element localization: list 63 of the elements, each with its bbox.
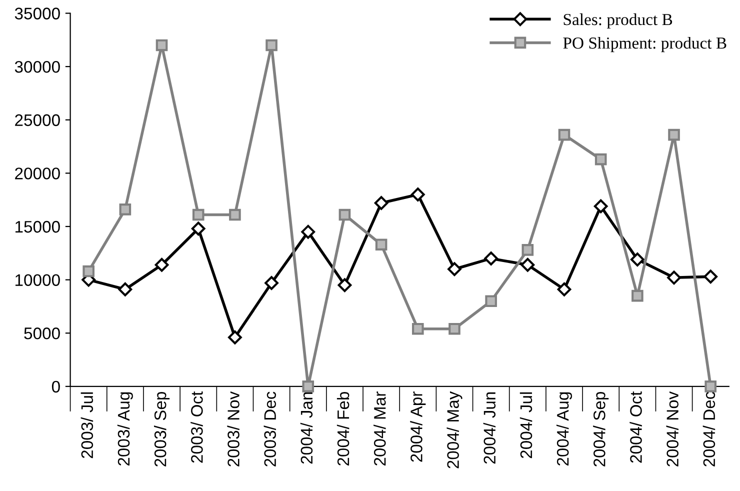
x-tick-label: 2004/ Jun xyxy=(483,392,496,464)
point xyxy=(375,238,388,251)
point xyxy=(557,282,572,296)
point xyxy=(229,208,241,221)
point xyxy=(374,196,388,210)
point xyxy=(119,204,132,216)
point xyxy=(594,153,607,166)
point xyxy=(410,188,425,202)
legend-label: PO Shipment: product B xyxy=(563,36,726,52)
x-tick-label: 2004/ Jul xyxy=(520,392,532,458)
x-tick-label: 2003/ Dec xyxy=(264,392,276,466)
y-tick-label: 35000 xyxy=(14,8,60,20)
point xyxy=(632,290,644,302)
point xyxy=(448,322,460,335)
point xyxy=(228,330,242,344)
point xyxy=(630,252,644,266)
point xyxy=(667,270,681,285)
x-tick-label: 2004/ Apr xyxy=(410,392,426,462)
point xyxy=(192,208,204,221)
point xyxy=(704,380,717,392)
x-tick-label: 2003/ Jul xyxy=(80,392,94,458)
point xyxy=(118,282,132,296)
point xyxy=(338,278,352,292)
point xyxy=(484,252,498,266)
point xyxy=(156,39,168,52)
x-tick-label: 2004/ Mar xyxy=(374,392,386,466)
y-tick-label: 5000 xyxy=(24,328,60,340)
x-tick-label: 2003/ Sep xyxy=(154,392,170,466)
point xyxy=(558,128,570,141)
y-tick-label: 15000 xyxy=(16,220,60,233)
point xyxy=(266,39,278,52)
x-tick-label: 2003/ Nov xyxy=(227,391,240,466)
point xyxy=(302,380,314,392)
y-tick-label: 10000 xyxy=(16,274,60,286)
point xyxy=(485,295,497,308)
point xyxy=(82,265,94,278)
point xyxy=(412,322,424,335)
point xyxy=(520,258,535,272)
y-tick-label: 30000 xyxy=(14,60,60,73)
point xyxy=(704,270,718,284)
point xyxy=(191,222,206,236)
point xyxy=(338,208,351,221)
x-tick-label: 2004/ May xyxy=(446,391,462,468)
x-tick-label: 2003/ Oct xyxy=(190,391,203,463)
x-tick-label: 2004/ Sep xyxy=(593,392,609,466)
point xyxy=(154,258,169,272)
point xyxy=(594,199,608,214)
y-tick-label: 0 xyxy=(52,380,60,393)
x-tick-label: 2004/ Feb xyxy=(336,392,350,466)
x-tick-label: 2004/ Jan xyxy=(300,392,313,464)
point xyxy=(668,128,680,141)
y-tick-label: 25000 xyxy=(15,114,60,126)
x-tick-label: 2004/ Nov xyxy=(666,391,678,466)
x-tick-label: 2004/ Aug xyxy=(556,392,572,466)
legend-label: Sales: product B xyxy=(564,13,672,29)
x-tick-label: 2004/ Dec xyxy=(702,392,716,466)
point xyxy=(522,244,534,256)
point xyxy=(301,224,316,239)
point xyxy=(264,276,278,290)
y-tick-label: 20000 xyxy=(15,168,60,180)
point xyxy=(448,262,462,276)
x-tick-label: 2003/ Aug xyxy=(117,392,133,466)
x-tick-label: 2004/ Oct xyxy=(630,391,642,463)
